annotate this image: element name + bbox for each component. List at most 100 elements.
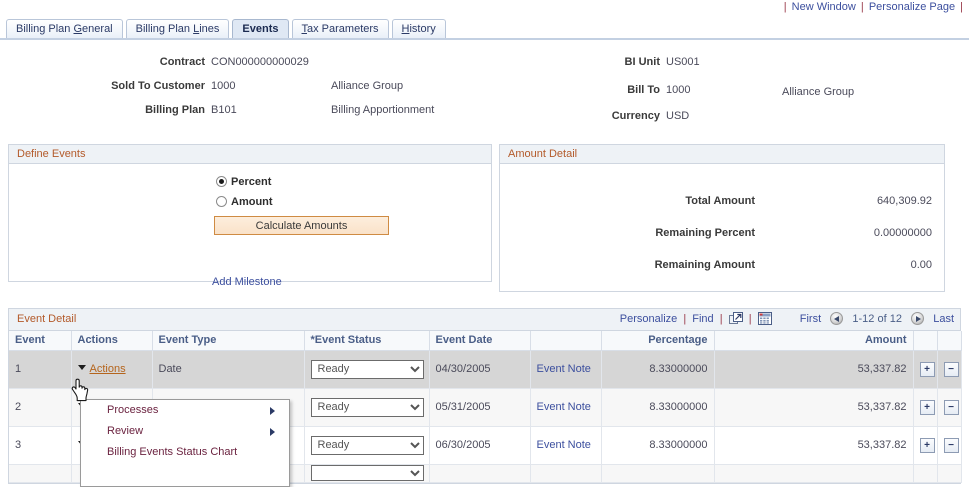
menu-item-review[interactable]: Review (81, 421, 289, 442)
previous-page-icon[interactable] (830, 312, 844, 325)
tab-events[interactable]: Events (232, 19, 289, 39)
cell-event-status[interactable]: Ready (304, 388, 430, 427)
event-note-link[interactable]: Event Note (536, 363, 591, 375)
bi-unit-label: BI Unit (624, 56, 660, 68)
radio-amount-row[interactable]: Amount (216, 196, 273, 208)
event-note-link[interactable]: Event Note (536, 401, 591, 413)
add-milestone-link[interactable]: Add Milestone (212, 276, 282, 288)
cell-add[interactable]: + (913, 426, 938, 465)
radio-percent-row[interactable]: Percent (216, 176, 271, 188)
row-range-label: 1-12 of 12 (852, 313, 902, 325)
expand-grid-icon[interactable] (728, 312, 743, 325)
bill-to-name: Alliance Group (782, 86, 855, 98)
cell-remove[interactable]: − (937, 388, 962, 427)
actions-context-menu: Processes Review Billing Events Status C… (80, 399, 290, 487)
col-amount[interactable]: Amount (714, 331, 914, 351)
tab-label: Billing Plan Lines (135, 23, 220, 35)
tab-label: Tax Parameters (301, 23, 379, 35)
tab-billing-plan-lines[interactable]: Billing Plan Lines (125, 19, 230, 39)
tab-history[interactable]: History (391, 19, 446, 39)
actions-link[interactable]: Actions (89, 363, 126, 375)
currency-label: Currency (611, 110, 660, 122)
cell-event-note[interactable] (530, 464, 602, 483)
cell-event: 2 (9, 388, 72, 427)
sold-to-customer-value: 1000 (211, 80, 236, 92)
col-actions[interactable]: Actions (71, 331, 153, 351)
tab-tax-parameters[interactable]: Tax Parameters (291, 19, 389, 39)
submenu-arrow-icon (270, 407, 275, 415)
remove-row-button[interactable]: − (943, 437, 959, 453)
bill-to-label: Bill To (627, 84, 660, 96)
cell-event-status[interactable]: Ready (304, 350, 430, 389)
cell-event-date (429, 464, 531, 483)
add-row-button[interactable]: + (919, 399, 935, 415)
cell-event: 1 (9, 350, 72, 389)
top-links-sep-2: | (860, 1, 864, 13)
cell-amount (714, 464, 914, 483)
sold-to-customer-label: Sold To Customer (111, 80, 205, 92)
cell-remove[interactable]: − (937, 426, 962, 465)
event-status-select[interactable]: Ready (310, 435, 424, 455)
tab-label: History (401, 23, 436, 35)
top-links-sep-3: | (960, 1, 963, 13)
contract-value: CON000000000029 (211, 56, 309, 68)
personalize-link[interactable]: Personalize (619, 313, 678, 325)
billing-plan-description: Billing Apportionment (331, 104, 435, 116)
cell-add[interactable]: + (913, 350, 938, 389)
new-window-link[interactable]: New Window (791, 1, 856, 13)
submenu-arrow-icon (270, 428, 275, 436)
tab-bar: Billing Plan General Billing Plan Lines … (6, 17, 449, 39)
personalize-page-link[interactable]: Personalize Page (868, 1, 956, 13)
cell-remove[interactable] (937, 464, 962, 483)
col-event-type[interactable]: Event Type (152, 331, 305, 351)
event-status-select[interactable]: Ready (310, 359, 424, 379)
radio-percent-label: Percent (231, 176, 272, 188)
cell-event-note[interactable]: Event Note (530, 426, 602, 465)
radio-amount[interactable] (216, 196, 227, 207)
cell-add[interactable] (913, 464, 938, 483)
remaining-percent-value: 0.00000000 (873, 227, 932, 239)
menu-item-label: Processes (107, 404, 159, 416)
col-remove (937, 331, 962, 351)
menu-item-billing-events-status-chart[interactable]: Billing Events Status Chart (81, 442, 289, 463)
col-event-note (530, 331, 602, 351)
amount-detail-group: Amount Detail Total Amount 640,309.92 Re… (499, 144, 945, 292)
cell-actions[interactable]: Actions (71, 350, 153, 389)
remove-row-button[interactable]: − (943, 361, 959, 377)
amount-detail-title: Amount Detail (500, 145, 944, 164)
col-percentage[interactable]: Percentage (601, 331, 715, 351)
col-event[interactable]: Event (9, 331, 72, 351)
cell-event-note[interactable]: Event Note (530, 388, 602, 427)
remove-row-button[interactable]: − (943, 399, 959, 415)
download-spreadsheet-icon[interactable] (757, 312, 772, 325)
tab-billing-plan-general[interactable]: Billing Plan General (6, 19, 123, 39)
col-event-status[interactable]: *Event Status (304, 331, 430, 351)
last-page-link[interactable]: Last (933, 313, 954, 325)
radio-percent[interactable] (216, 176, 227, 187)
event-status-select[interactable] (310, 465, 424, 481)
calculate-amounts-button[interactable]: Calculate Amounts (214, 216, 389, 235)
cell-add[interactable]: + (913, 388, 938, 427)
add-row-button[interactable]: + (919, 437, 935, 453)
tab-label: Billing Plan General (16, 23, 113, 35)
grid-navigation: Personalize | Find | | (620, 309, 954, 330)
bi-unit-value: US001 (666, 56, 700, 68)
cell-event-type: Date (152, 350, 305, 389)
menu-item-processes[interactable]: Processes (81, 400, 289, 421)
amount-detail-body: Total Amount 640,309.92 Remaining Percen… (500, 164, 944, 292)
event-note-link[interactable]: Event Note (536, 439, 591, 451)
cell-event-status[interactable] (304, 464, 430, 483)
next-page-icon[interactable] (911, 312, 925, 325)
cell-event-status[interactable]: Ready (304, 426, 430, 465)
cell-remove[interactable]: − (937, 350, 962, 389)
event-status-select[interactable]: Ready (310, 397, 424, 417)
col-event-date[interactable]: Event Date (429, 331, 531, 351)
define-events-group: Define Events Percent Amount Calculate A… (8, 144, 492, 288)
cell-event-note[interactable]: Event Note (530, 350, 602, 389)
add-row-button[interactable]: + (919, 361, 935, 377)
find-link[interactable]: Find (692, 313, 714, 325)
first-page-link[interactable]: First (799, 313, 822, 325)
actions-caret-icon[interactable] (77, 365, 86, 370)
nav-sep-3: | (748, 313, 752, 325)
nav-sep-2: | (719, 313, 723, 325)
